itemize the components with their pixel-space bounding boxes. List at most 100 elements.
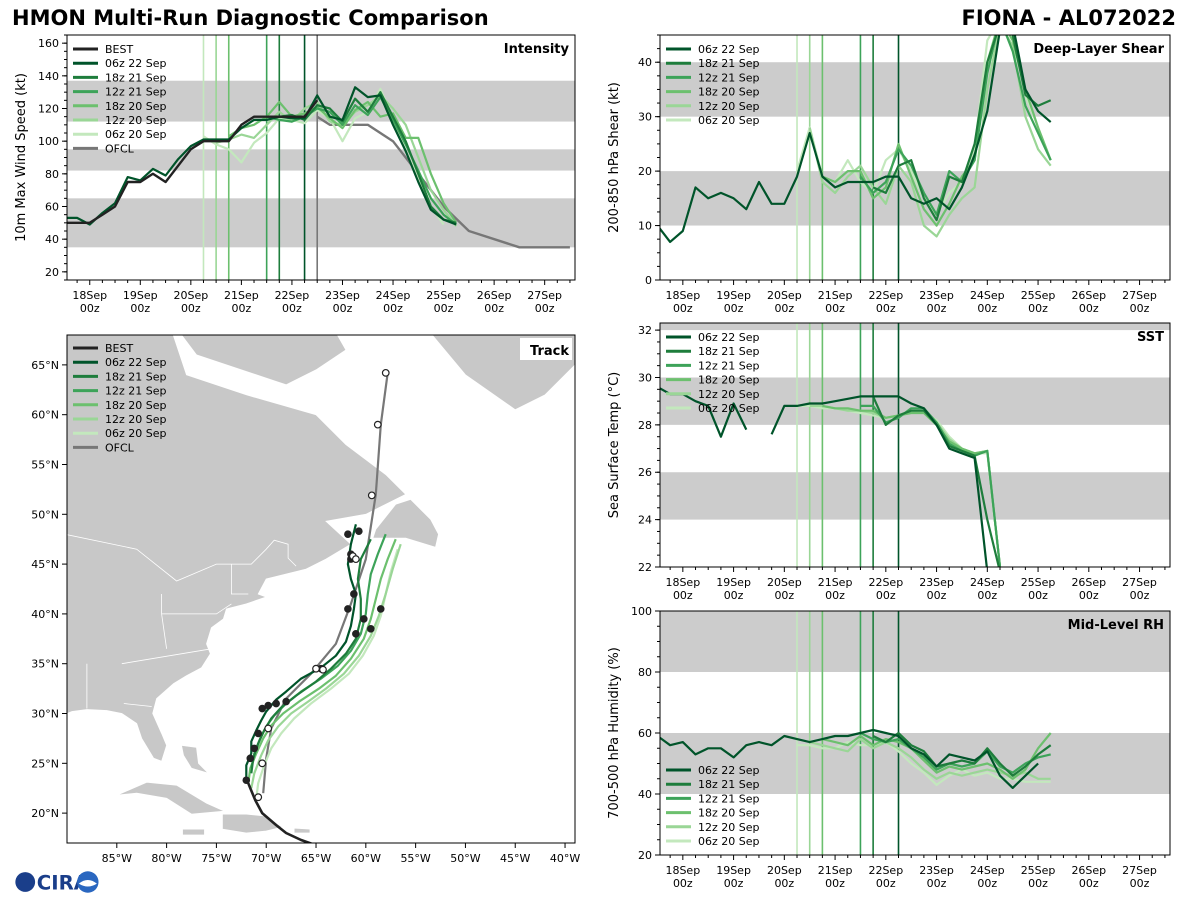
series-line-best xyxy=(67,99,319,224)
y-tick-label: 0 xyxy=(645,274,652,287)
x-tick-label-day: 25Sep xyxy=(1021,289,1056,302)
legend-label: 06z 22 Sep xyxy=(698,764,760,777)
x-tick-label-day: 21Sep xyxy=(818,864,853,877)
ofcl-forecast-point xyxy=(319,665,327,674)
land-newfoundland xyxy=(372,498,439,548)
ofcl-forecast-point xyxy=(254,793,263,802)
legend-label: 12z 21 Sep xyxy=(698,359,760,372)
lon-tick-label: 80°W xyxy=(151,852,181,865)
land-bahamas xyxy=(180,744,209,774)
y-axis-label: Sea Surface Temp (°C) xyxy=(607,372,622,519)
best-track-point xyxy=(350,590,358,598)
x-tick-label-day: 27Sep xyxy=(527,289,562,302)
x-tick-label-hour: 00z xyxy=(977,302,997,315)
legend-label: 12z 21 Sep xyxy=(105,385,167,398)
lat-tick-label: 45°N xyxy=(31,558,59,571)
lon-tick-label: 85°W xyxy=(102,852,132,865)
best-track-point xyxy=(376,605,385,613)
lat-tick-label: 35°N xyxy=(31,658,59,671)
lat-tick-label: 40°N xyxy=(31,608,59,621)
lon-tick-label: 55°W xyxy=(400,852,430,865)
y-tick-label: 10 xyxy=(638,220,652,233)
x-tick-label-hour: 00z xyxy=(1130,877,1150,890)
x-tick-label-hour: 00z xyxy=(977,877,997,890)
x-tick-label-day: 23Sep xyxy=(919,576,954,589)
x-tick-label-hour: 00z xyxy=(927,589,947,602)
x-tick-label-hour: 00z xyxy=(673,302,693,315)
state-border xyxy=(161,603,232,615)
track-line-12z-20-sep xyxy=(250,543,402,789)
land-puerto-rico xyxy=(293,827,311,834)
y-tick-label: 60 xyxy=(45,201,59,214)
series-group xyxy=(660,35,1052,243)
y-tick-label: 26 xyxy=(638,466,652,479)
legend-label: 18z 20 Sep xyxy=(698,374,760,387)
x-tick-label-hour: 00z xyxy=(825,302,845,315)
panel-title: Deep-Layer Shear xyxy=(1033,42,1164,57)
y-tick-label: 24 xyxy=(638,514,652,527)
lon-tick-label: 40°W xyxy=(550,852,580,865)
x-tick-label-day: 22Sep xyxy=(868,576,903,589)
shaded-band xyxy=(660,611,1170,672)
y-tick-label: 140 xyxy=(38,70,59,83)
x-tick-label-day: 24Sep xyxy=(376,289,411,302)
panel-title: Intensity xyxy=(504,42,570,57)
plot-frame xyxy=(659,322,1171,568)
x-tick-label-hour: 00z xyxy=(774,589,794,602)
x-tick-label-day: 18Sep xyxy=(72,289,107,302)
x-tick-label-day: 27Sep xyxy=(1122,576,1157,589)
panel-title-box xyxy=(520,338,572,360)
shaded-band xyxy=(660,377,1170,425)
x-tick-label-hour: 00z xyxy=(484,302,504,315)
lon-tick-label: 75°W xyxy=(201,852,231,865)
land-north-america xyxy=(67,335,407,762)
series-line-06z-22-sep xyxy=(660,728,1039,789)
legend-label: 18z 21 Sep xyxy=(698,778,760,791)
x-tick-label-day: 26Sep xyxy=(1071,289,1106,302)
legend-label: 06z 20 Sep xyxy=(698,402,760,415)
x-tick-label-hour: 00z xyxy=(80,302,100,315)
x-tick-label-hour: 00z xyxy=(774,302,794,315)
border-us-canada xyxy=(67,534,297,582)
x-tick-label-day: 22Sep xyxy=(275,289,310,302)
tracks-group xyxy=(242,368,402,843)
y-tick-label: 20 xyxy=(45,266,59,279)
y-tick-label: 60 xyxy=(638,727,652,740)
best-track-point xyxy=(254,729,263,738)
land-baffin-island xyxy=(181,335,347,386)
series-line-18z-21-sep xyxy=(279,91,457,224)
x-tick-label-day: 25Sep xyxy=(1021,864,1056,877)
series-line-06z-20-sep xyxy=(797,741,1051,786)
x-tick-label-day: 23Sep xyxy=(919,864,954,877)
best-track-point xyxy=(360,615,368,623)
legend-label: 12z 21 Sep xyxy=(698,71,760,84)
x-tick-label-hour: 00z xyxy=(231,302,251,315)
x-tick-label-hour: 00z xyxy=(977,589,997,602)
x-tick-label-day: 19Sep xyxy=(123,289,158,302)
legend-label: 06z 20 Sep xyxy=(698,114,760,127)
best-track-point xyxy=(282,697,290,706)
x-tick-label-day: 22Sep xyxy=(868,289,903,302)
ofcl-forecast-point xyxy=(381,368,390,377)
x-tick-label-hour: 00z xyxy=(130,302,150,315)
rh-panel: 18Sep00z19Sep00z20Sep00z21Sep00z22Sep00z… xyxy=(607,605,1171,890)
x-tick-label-day: 21Sep xyxy=(818,576,853,589)
lon-tick-label: 70°W xyxy=(251,852,281,865)
shaded-band xyxy=(660,733,1170,794)
legend-label: 06z 22 Sep xyxy=(105,57,167,70)
x-tick-label-day: 26Sep xyxy=(1071,576,1106,589)
legend-label: BEST xyxy=(105,43,133,56)
x-tick-label-hour: 00z xyxy=(876,302,896,315)
x-tick-label-hour: 00z xyxy=(535,302,555,315)
track-line-06z-22-sep xyxy=(245,524,357,779)
y-axis-label: 10m Max Wind Speed (kt) xyxy=(14,73,29,242)
lon-tick-label: 60°W xyxy=(351,852,381,865)
series-group xyxy=(660,728,1052,789)
x-tick-label-hour: 00z xyxy=(383,302,403,315)
land-group xyxy=(67,335,575,836)
lon-tick-label: 45°W xyxy=(500,852,530,865)
sst-panel: 18Sep00z19Sep00z20Sep00z21Sep00z22Sep00z… xyxy=(607,322,1171,602)
lat-tick-label: 65°N xyxy=(31,359,59,372)
x-tick-label-day: 20Sep xyxy=(767,576,802,589)
figure-title: HMON Multi-Run Diagnostic Comparison xyxy=(12,6,489,30)
